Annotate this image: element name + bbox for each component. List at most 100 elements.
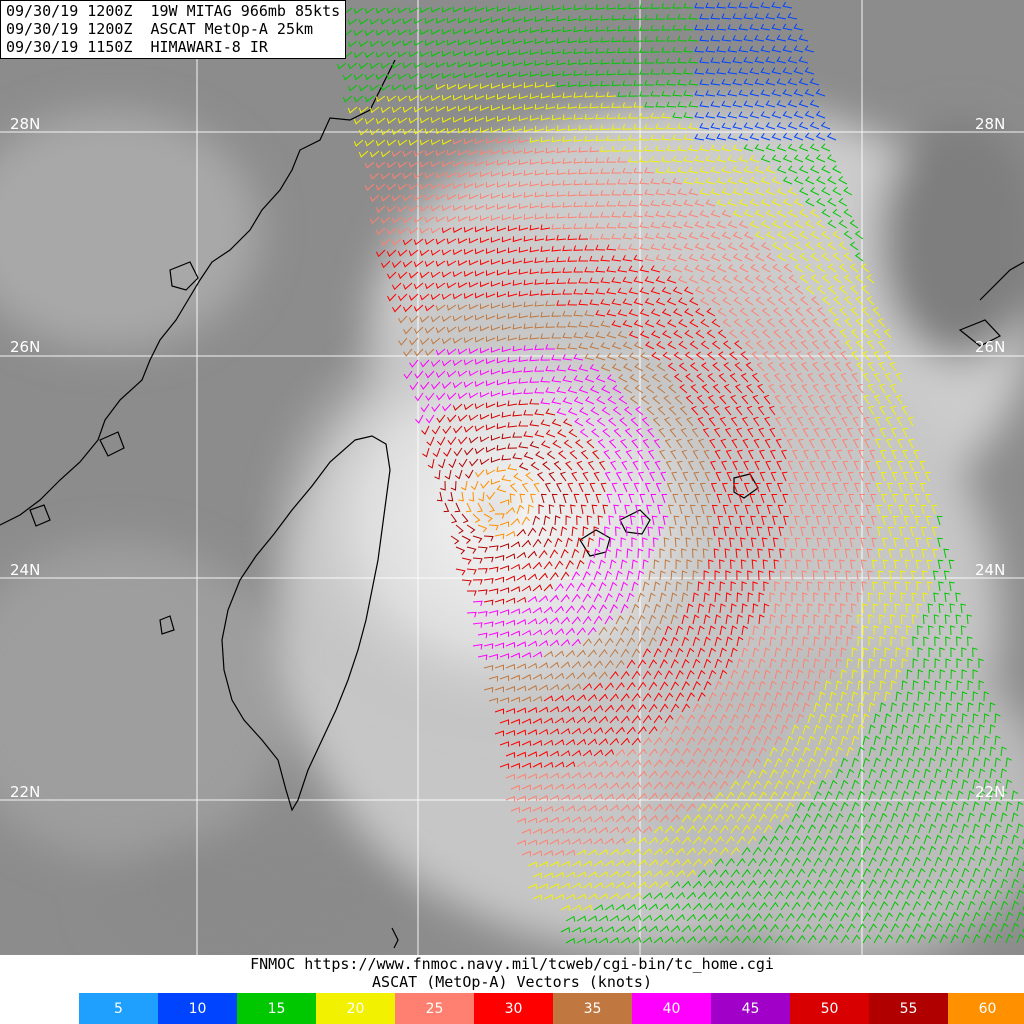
wind-barb <box>609 581 618 592</box>
wind-barb <box>674 537 681 548</box>
wind-barb <box>538 595 549 603</box>
wind-barb <box>560 860 571 867</box>
wind-barb <box>727 198 738 207</box>
wind-barb <box>851 691 859 702</box>
wind-barb <box>712 384 721 394</box>
wind-barb <box>683 177 694 185</box>
wind-barb <box>413 326 424 335</box>
wind-barb <box>795 307 804 317</box>
wind-barb <box>611 363 622 372</box>
wind-barb <box>823 383 831 394</box>
wind-barb <box>835 879 845 889</box>
wind-barb <box>862 625 868 636</box>
wind-barb <box>595 26 606 32</box>
wind-barb <box>884 801 893 812</box>
wind-barb <box>655 36 665 42</box>
wind-barb <box>628 222 639 229</box>
wind-barb <box>653 438 661 449</box>
wind-barb <box>497 225 507 232</box>
wind-barb <box>926 559 933 570</box>
wind-barb <box>554 583 564 592</box>
wind-barb <box>576 738 587 746</box>
wind-barb <box>516 574 527 581</box>
wind-barb <box>424 348 435 357</box>
wind-barb <box>457 282 468 289</box>
wind-barb <box>600 342 611 350</box>
wind-barb <box>716 24 727 31</box>
wind-barb <box>565 915 576 922</box>
wind-barb <box>763 691 771 702</box>
wind-barb <box>829 394 837 405</box>
wind-barb <box>838 241 848 251</box>
wind-barb <box>763 935 773 944</box>
wind-barb <box>518 399 529 406</box>
wind-barb <box>939 801 947 812</box>
wind-barb <box>869 449 876 460</box>
wind-barb <box>659 881 670 889</box>
wind-barb <box>435 106 446 112</box>
wind-barb <box>807 735 816 746</box>
wind-barb <box>730 691 739 702</box>
wind-barb <box>645 384 655 394</box>
wind-barb <box>851 823 860 834</box>
wind-barb <box>441 337 452 345</box>
wind-barb <box>516 551 527 559</box>
wind-barb <box>661 286 672 295</box>
wind-barb <box>921 570 928 581</box>
wind-barb <box>916 581 922 592</box>
wind-barb <box>712 526 719 537</box>
wind-barb <box>838 176 848 185</box>
wind-barb <box>479 215 490 222</box>
wind-barb <box>571 926 582 933</box>
wind-barb <box>446 238 457 245</box>
wind-barb <box>906 735 914 746</box>
wind-barb <box>584 493 591 504</box>
wind-barb <box>961 735 968 746</box>
wind-barb <box>474 314 485 321</box>
wind-barb <box>461 535 471 544</box>
wind-barb <box>556 59 567 66</box>
wind-barb <box>824 746 833 757</box>
wind-barb <box>679 526 686 537</box>
wind-barb <box>956 702 963 713</box>
wind-barb <box>565 937 576 944</box>
wind-barb <box>741 581 747 592</box>
wind-barb <box>696 537 702 548</box>
wind-barb <box>518 71 529 78</box>
wind-barb <box>650 3 661 9</box>
wind-barb <box>716 177 727 185</box>
wind-barb <box>762 559 769 570</box>
wind-barb <box>494 513 505 519</box>
wind-barb <box>721 253 732 262</box>
wind-barb <box>945 724 952 735</box>
wind-barb <box>901 702 908 713</box>
wind-barb <box>512 104 523 111</box>
wind-barb <box>801 405 809 416</box>
wind-barb <box>714 570 720 581</box>
wind-barb <box>598 760 609 768</box>
wind-barb <box>562 114 573 121</box>
wind-barb <box>911 592 917 603</box>
wind-barb <box>483 599 494 606</box>
wind-barb <box>611 341 622 350</box>
wind-barb <box>809 121 820 130</box>
wind-barb <box>430 51 441 57</box>
wind-barb <box>768 383 776 394</box>
wind-barb <box>706 351 716 361</box>
wind-barb <box>858 471 865 482</box>
wind-barb <box>468 171 479 178</box>
wind-barb <box>512 148 523 155</box>
wind-barb <box>633 254 644 262</box>
wind-barb <box>552 439 562 449</box>
wind-barb <box>571 683 582 691</box>
wind-barb <box>791 879 801 889</box>
wind-barb <box>816 537 823 548</box>
wind-barb <box>677 35 688 42</box>
wind-barb <box>729 537 735 548</box>
wind-barb <box>710 253 721 262</box>
wind-barb <box>598 671 608 680</box>
wind-barb <box>609 915 620 922</box>
wind-barb <box>523 409 534 416</box>
wind-barb <box>468 127 479 134</box>
wind-barb <box>681 858 691 867</box>
